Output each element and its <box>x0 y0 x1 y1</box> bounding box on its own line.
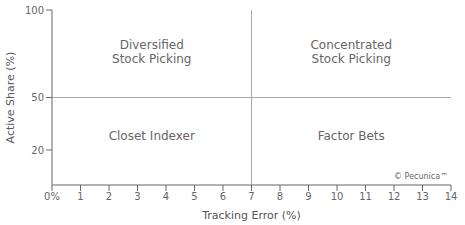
svg-text:2: 2 <box>106 191 112 202</box>
svg-text:20: 20 <box>31 145 44 156</box>
svg-text:ConcentratedStock Picking: ConcentratedStock Picking <box>310 38 392 66</box>
svg-text:14: 14 <box>445 191 457 202</box>
svg-text:50: 50 <box>31 92 44 103</box>
svg-text:100: 100 <box>25 5 44 16</box>
svg-text:10: 10 <box>331 191 344 202</box>
svg-text:7: 7 <box>248 191 254 202</box>
svg-text:Active Share (%): Active Share (%) <box>8 52 17 144</box>
svg-text:0%: 0% <box>44 191 60 202</box>
svg-text:1: 1 <box>77 191 83 202</box>
svg-text:3: 3 <box>134 191 140 202</box>
svg-text:Closet Indexer: Closet Indexer <box>109 129 195 143</box>
svg-text:11: 11 <box>359 191 372 202</box>
svg-text:12: 12 <box>388 191 401 202</box>
svg-text:DiversifiedStock Picking: DiversifiedStock Picking <box>112 38 191 66</box>
svg-text:4: 4 <box>163 191 169 202</box>
svg-text:Tracking Error (%): Tracking Error (%) <box>201 209 301 222</box>
svg-text:© Pecunica™: © Pecunica™ <box>394 172 448 181</box>
svg-text:5: 5 <box>191 191 197 202</box>
svg-text:8: 8 <box>277 191 283 202</box>
svg-text:6: 6 <box>220 191 226 202</box>
svg-text:13: 13 <box>416 191 429 202</box>
svg-text:Factor Bets: Factor Bets <box>318 129 385 143</box>
svg-text:9: 9 <box>305 191 311 202</box>
